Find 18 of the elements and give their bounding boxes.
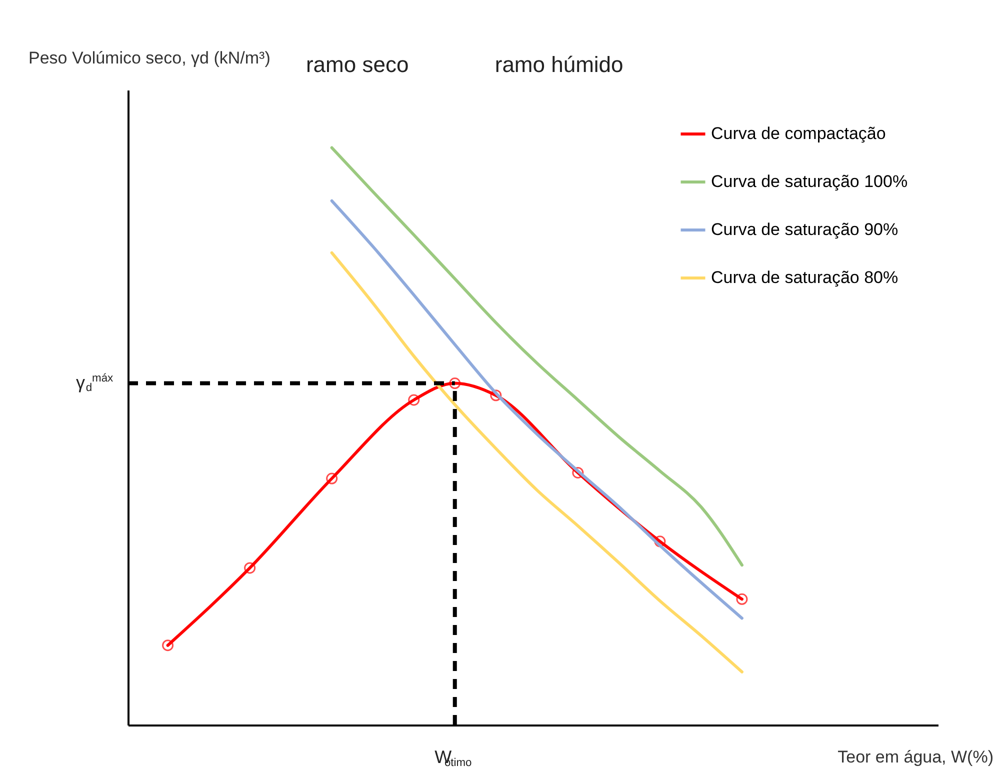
text: ramo seco	[306, 52, 409, 77]
legend-label: Curva de saturação 90%	[711, 220, 898, 239]
point	[408, 394, 420, 406]
point	[326, 472, 338, 484]
point	[736, 593, 748, 605]
x-axis-title: Teor em água, W(%)	[838, 748, 994, 766]
legend-label: Curva de saturação 100%	[711, 172, 908, 191]
text: Wótimo	[434, 747, 472, 769]
point	[572, 466, 584, 478]
point	[490, 390, 502, 402]
point	[449, 378, 461, 389]
legend-label: Curva de saturação 80%	[711, 268, 898, 287]
point	[244, 562, 256, 574]
legend-label: Curva de compactação	[711, 124, 886, 143]
text: ramo húmido	[494, 52, 624, 77]
point	[654, 536, 666, 548]
point	[162, 640, 174, 652]
y-axis-title: Peso Volúmico seco, γd (kN/m³)	[28, 48, 270, 68]
